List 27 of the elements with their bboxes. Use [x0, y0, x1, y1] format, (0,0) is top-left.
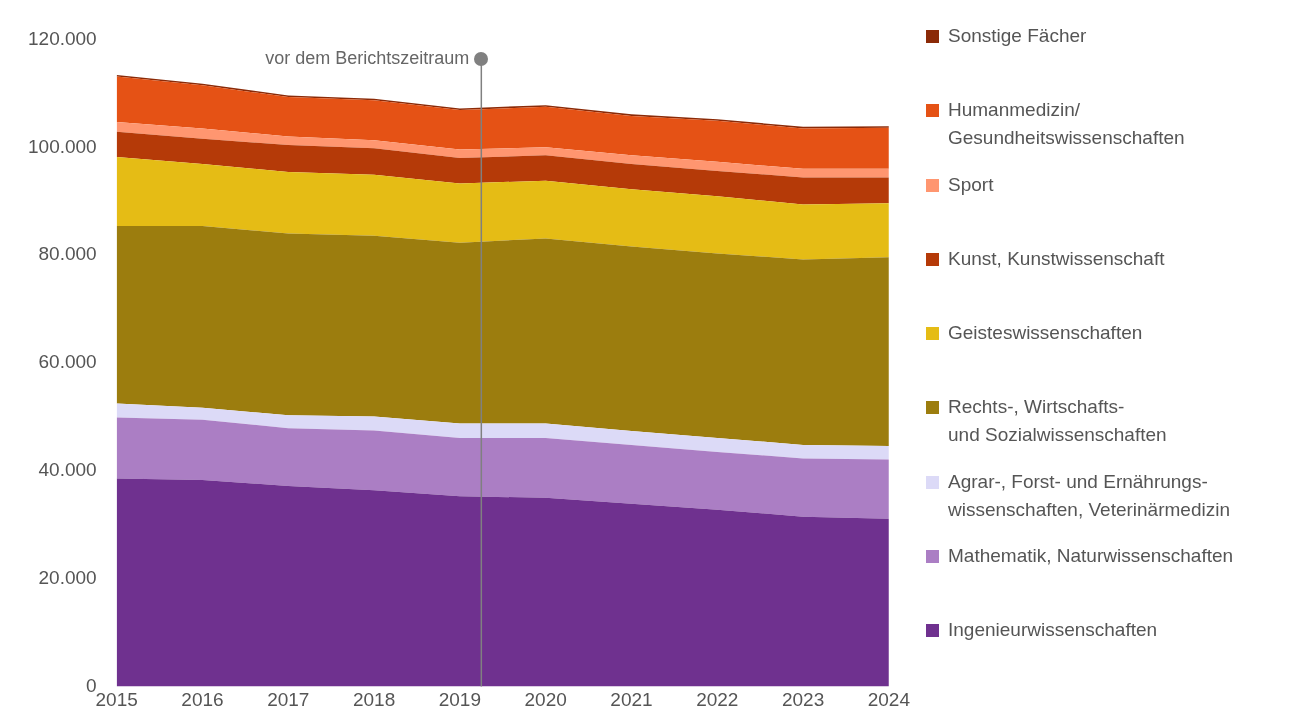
x-tick-label: 2020 [524, 689, 567, 711]
x-tick-label: 2019 [438, 689, 482, 711]
legend-label: Rechts-, Wirtschafts- und Sozialwissenschaften [948, 395, 1167, 448]
y-tick-label: 20.000 [38, 566, 97, 588]
legend-label: Ingenieurwissenschaften [948, 618, 1158, 643]
legend-label: Geisteswissenschaften [948, 321, 1143, 346]
y-tick-label: 40.000 [38, 459, 97, 481]
ref-line-label: vor dem Berichtszeitraum [265, 48, 470, 69]
legend-label: Kunst, Kunstwissenschaft [948, 246, 1165, 271]
y-tick-label: 80.000 [38, 243, 97, 265]
y-tick-label: 0 [86, 674, 97, 696]
x-tick-label: 2018 [352, 689, 396, 711]
legend-label: Agrar-, Forst- und Ernährungs- wissenschaften, Veterinärmedizin [948, 469, 1230, 522]
legend-label: Humanmedizin/ Gesundheitswissenschaften [948, 98, 1185, 151]
x-tick-label: 2015 [95, 689, 138, 711]
x-tick-label: 2021 [610, 689, 653, 711]
x-tick-label: 2024 [867, 689, 911, 711]
legend-label: Sport [948, 172, 994, 197]
y-tick-label: 60.000 [38, 351, 97, 373]
y-tick-label: 100.000 [27, 135, 97, 157]
x-tick-label: 2022 [696, 689, 739, 711]
legend-label: Sonstige Fächer [948, 24, 1087, 48]
legend-label: Mathematik, Naturwissenschaften [948, 544, 1234, 569]
x-tick-label: 2023 [781, 689, 825, 711]
x-tick-label: 2016 [181, 689, 224, 711]
y-tick-label: 120.000 [27, 27, 97, 49]
x-tick-label: 2017 [267, 689, 310, 711]
